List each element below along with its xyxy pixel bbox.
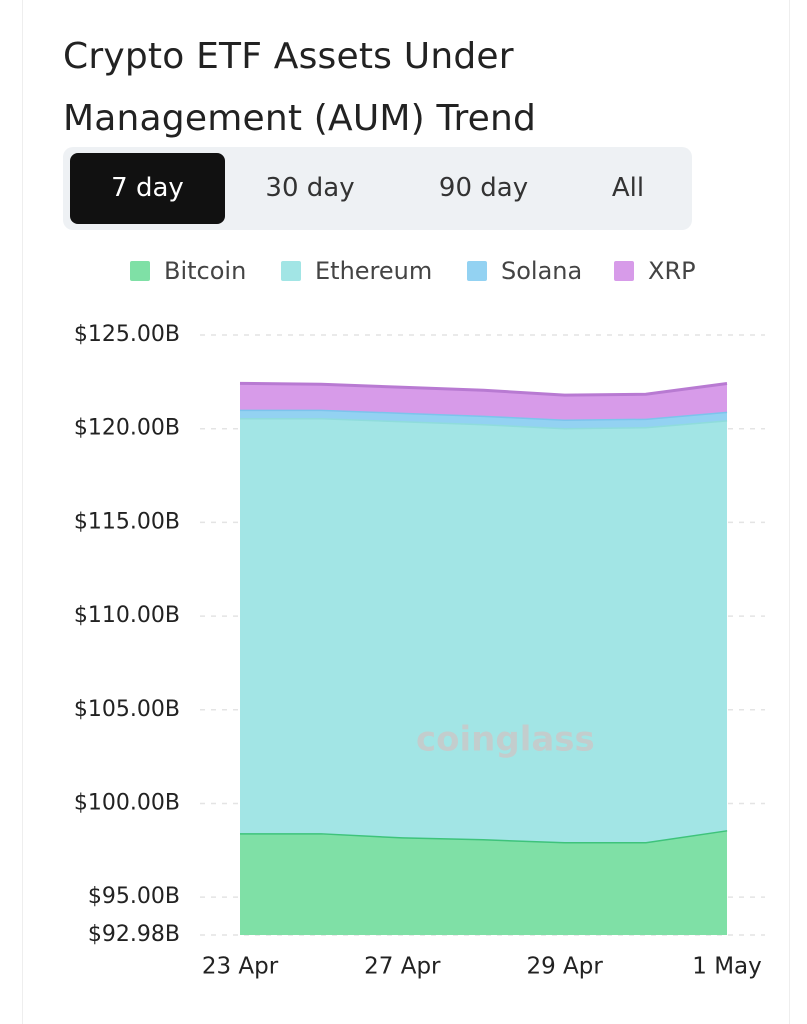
watermark: coinglass <box>416 720 595 760</box>
y-tick-label: $125.00B <box>74 322 180 347</box>
legend-swatch <box>614 261 634 281</box>
legend-swatch <box>130 261 150 281</box>
y-tick-label: $115.00B <box>74 509 180 534</box>
legend-swatch <box>281 261 301 281</box>
tab[interactable]: 30 day <box>265 173 355 203</box>
tab-bar: 7 day 30 day 90 day All <box>63 147 692 230</box>
legend-label: Bitcoin <box>164 257 246 285</box>
area <box>240 409 727 428</box>
y-tick-label: $120.00B <box>74 416 180 441</box>
area <box>240 830 727 935</box>
x-tick-label: 23 Apr <box>202 954 279 980</box>
legend-label: Ethereum <box>315 257 432 285</box>
tab[interactable]: 90 day <box>438 173 529 203</box>
y-tick-label: $92.98B <box>88 922 180 947</box>
y-tick-label: $110.00B <box>74 603 180 628</box>
x-tick-label: 1 May <box>692 954 762 980</box>
x-tick-label: 29 Apr <box>526 954 603 980</box>
frame <box>22 0 790 1024</box>
x-tick-label: 27 Apr <box>364 954 441 980</box>
y-tick-label: $95.00B <box>88 884 180 909</box>
area <box>240 383 727 420</box>
area <box>240 418 727 843</box>
legend-label: Solana <box>501 257 582 285</box>
y-tick-label: $105.00B <box>74 697 180 722</box>
legend-label: XRP <box>648 257 696 285</box>
legend-swatch <box>467 261 487 281</box>
tab[interactable]: All <box>611 173 645 203</box>
tab[interactable]: 7 day <box>70 153 225 224</box>
title: Crypto ETF Assets Under Management (AUM)… <box>63 36 537 139</box>
y-tick-label: $100.00B <box>74 790 180 815</box>
area-line <box>239 381 728 397</box>
